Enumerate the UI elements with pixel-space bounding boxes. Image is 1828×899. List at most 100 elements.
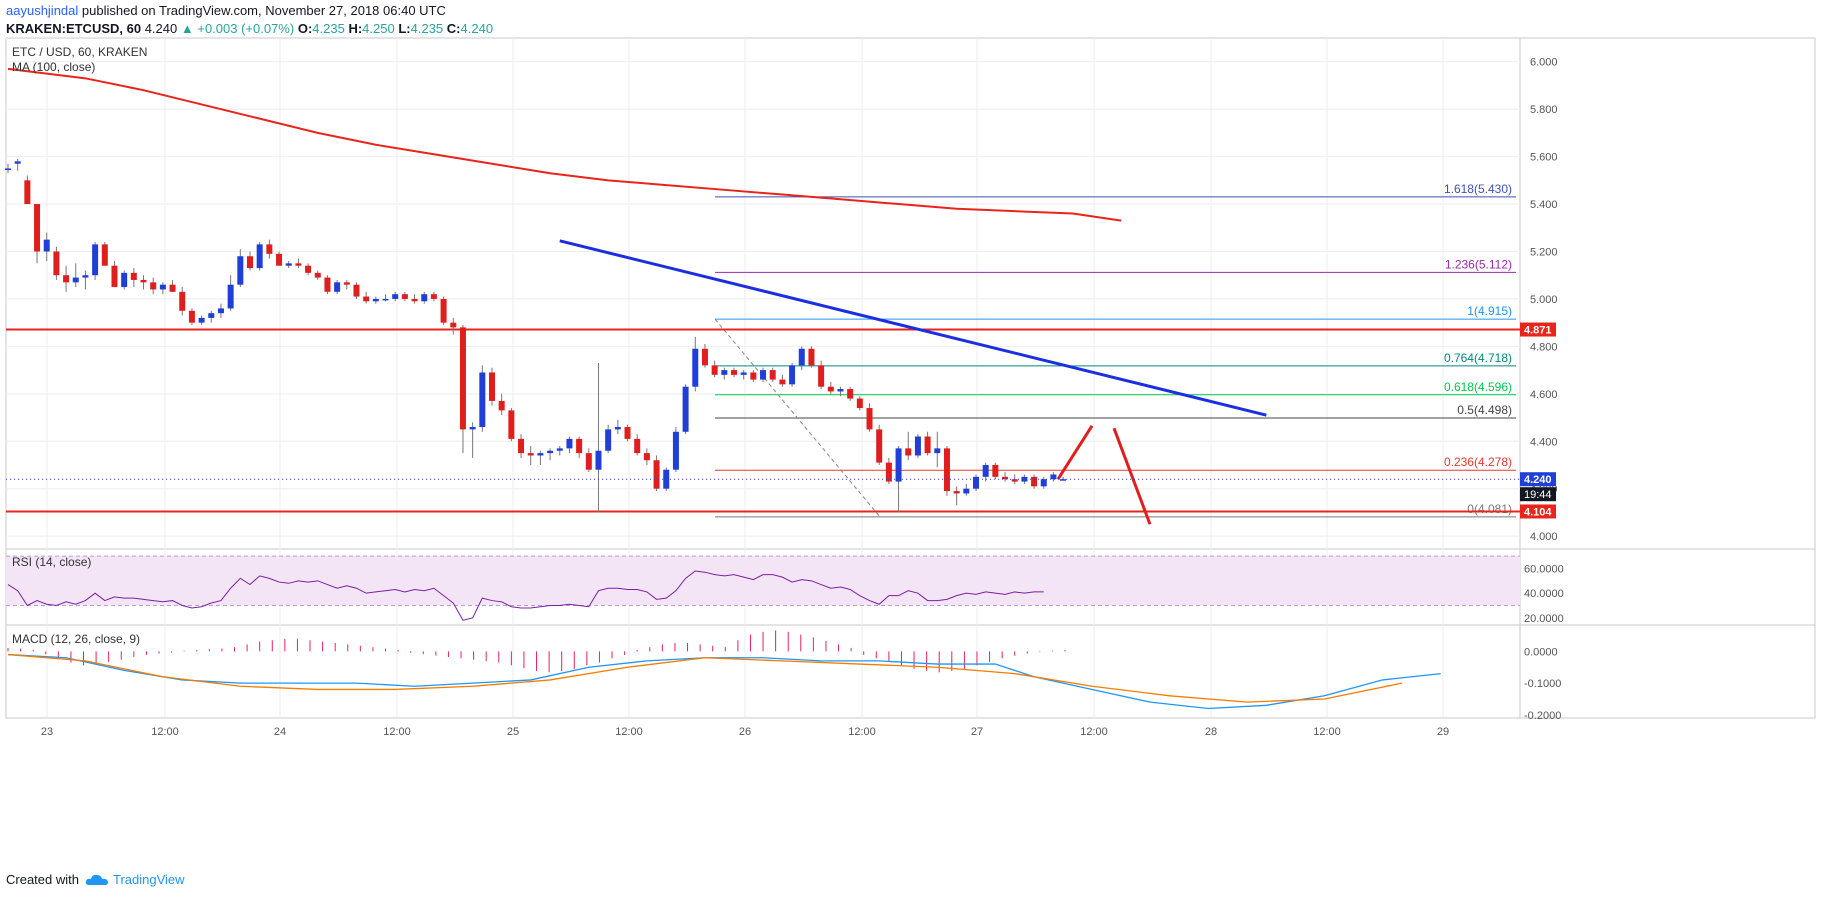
candle-body	[1060, 479, 1067, 481]
candle-body	[701, 348, 708, 366]
fib-level-label: 0.618(4.596)	[1444, 380, 1512, 394]
level-tag-label: 4.871	[1524, 325, 1552, 337]
candle-body	[479, 372, 486, 428]
candle-body	[769, 370, 776, 380]
x-tick-label: 26	[739, 726, 751, 738]
candle-body	[43, 239, 50, 252]
candle-body	[711, 365, 718, 375]
candle-body	[760, 370, 767, 380]
x-tick-label: 12:00	[383, 726, 411, 738]
level-tag	[1520, 504, 1556, 519]
candle-body	[276, 253, 283, 266]
candle-body	[973, 476, 979, 489]
candle-body	[731, 370, 737, 375]
candle-body	[314, 272, 321, 278]
candle-body	[5, 168, 11, 170]
close-label: C:	[446, 21, 461, 36]
candle-body	[672, 431, 679, 470]
y-tick-label: 5.800	[1530, 104, 1558, 116]
trend-line	[559, 239, 1267, 417]
author-link[interactable]: aayushjindal	[6, 3, 79, 18]
candle-body	[808, 348, 815, 366]
candle-body	[682, 386, 689, 432]
macd-title: MACD (12, 26, close, 9)	[12, 632, 140, 646]
candle-body	[334, 282, 341, 292]
x-tick-label: 12:00	[615, 726, 643, 738]
close-value: 4.240	[460, 21, 494, 36]
candle-body	[982, 464, 989, 477]
level-tag-label: 4.104	[1524, 506, 1552, 518]
x-tick-label: 12:00	[1080, 726, 1108, 738]
created-with: Created with	[6, 872, 79, 887]
rsi-tick-label: 20.0000	[1524, 613, 1564, 625]
candle-body	[692, 348, 699, 387]
x-tick-label: 12:00	[1313, 726, 1341, 738]
open-label: O:	[297, 21, 313, 36]
x-tick-label: 12:00	[848, 726, 876, 738]
y-tick-label: 4.800	[1530, 341, 1558, 353]
candle-body	[208, 313, 215, 318]
candle-body	[963, 488, 970, 494]
macd-signal-line	[7, 653, 1403, 703]
candle-body	[266, 244, 273, 254]
candle-body	[92, 244, 99, 276]
candle-body	[750, 372, 757, 380]
candle-body	[556, 448, 563, 451]
macd-line	[7, 653, 1441, 710]
candle-body	[798, 348, 805, 366]
candle-body	[401, 294, 408, 299]
candle-body	[992, 464, 999, 477]
candle-body	[72, 277, 79, 283]
candle-body	[53, 251, 60, 276]
candle-body	[227, 284, 234, 309]
macd-tick-label: 0.0000	[1524, 646, 1558, 658]
candle-body	[217, 308, 224, 314]
ma-indicator-label: MA (100, close)	[12, 60, 95, 74]
rsi-title: RSI (14, close)	[12, 555, 91, 569]
rsi-tick-label: 60.0000	[1524, 564, 1564, 576]
y-tick-label: 5.200	[1530, 246, 1558, 258]
candle-body	[847, 389, 854, 399]
candle-body	[324, 277, 331, 292]
candle-body	[537, 453, 544, 456]
macd-tick-label: -0.1000	[1524, 678, 1561, 690]
candle-body	[372, 298, 379, 302]
low-value: 4.235	[410, 21, 444, 36]
candle-body	[34, 204, 41, 252]
x-tick-label: 24	[274, 726, 286, 738]
candle-body	[721, 370, 728, 375]
candle-body	[1031, 476, 1038, 487]
candle-body	[159, 284, 166, 290]
fib-level-label: 1.618(5.430)	[1444, 182, 1512, 196]
candle-body	[934, 448, 941, 454]
candle-body	[101, 244, 108, 266]
candle-body	[518, 438, 525, 454]
x-tick-label: 27	[971, 726, 983, 738]
chart-frame	[5, 37, 1816, 719]
candle-body	[827, 386, 834, 392]
projection-up-arrow	[1056, 425, 1094, 481]
tradingview-logo[interactable]: TradingView	[85, 872, 185, 887]
candle-body	[392, 294, 399, 299]
candle-body	[1040, 479, 1047, 487]
candle-body	[527, 453, 534, 456]
candle-body	[605, 429, 612, 451]
y-tick-label: 6.000	[1530, 57, 1558, 69]
candle-body	[343, 282, 350, 285]
countdown-label: 19:44	[1524, 489, 1552, 501]
candle-body	[459, 327, 466, 430]
candle-body	[653, 460, 660, 489]
candle-body	[150, 282, 157, 290]
candle-body	[943, 448, 950, 492]
candle-body	[489, 372, 495, 401]
rsi-line	[7, 570, 1044, 621]
rsi-band	[6, 556, 1520, 606]
y-tick-label: 5.400	[1530, 199, 1558, 211]
candle-body	[624, 427, 631, 439]
candle-body	[382, 298, 389, 301]
fib-level-label: 0.5(4.498)	[1457, 403, 1512, 417]
macd-tick-label: -0.2000	[1524, 710, 1561, 722]
low-label: L:	[398, 21, 411, 36]
y-tick-label: 5.000	[1530, 294, 1558, 306]
